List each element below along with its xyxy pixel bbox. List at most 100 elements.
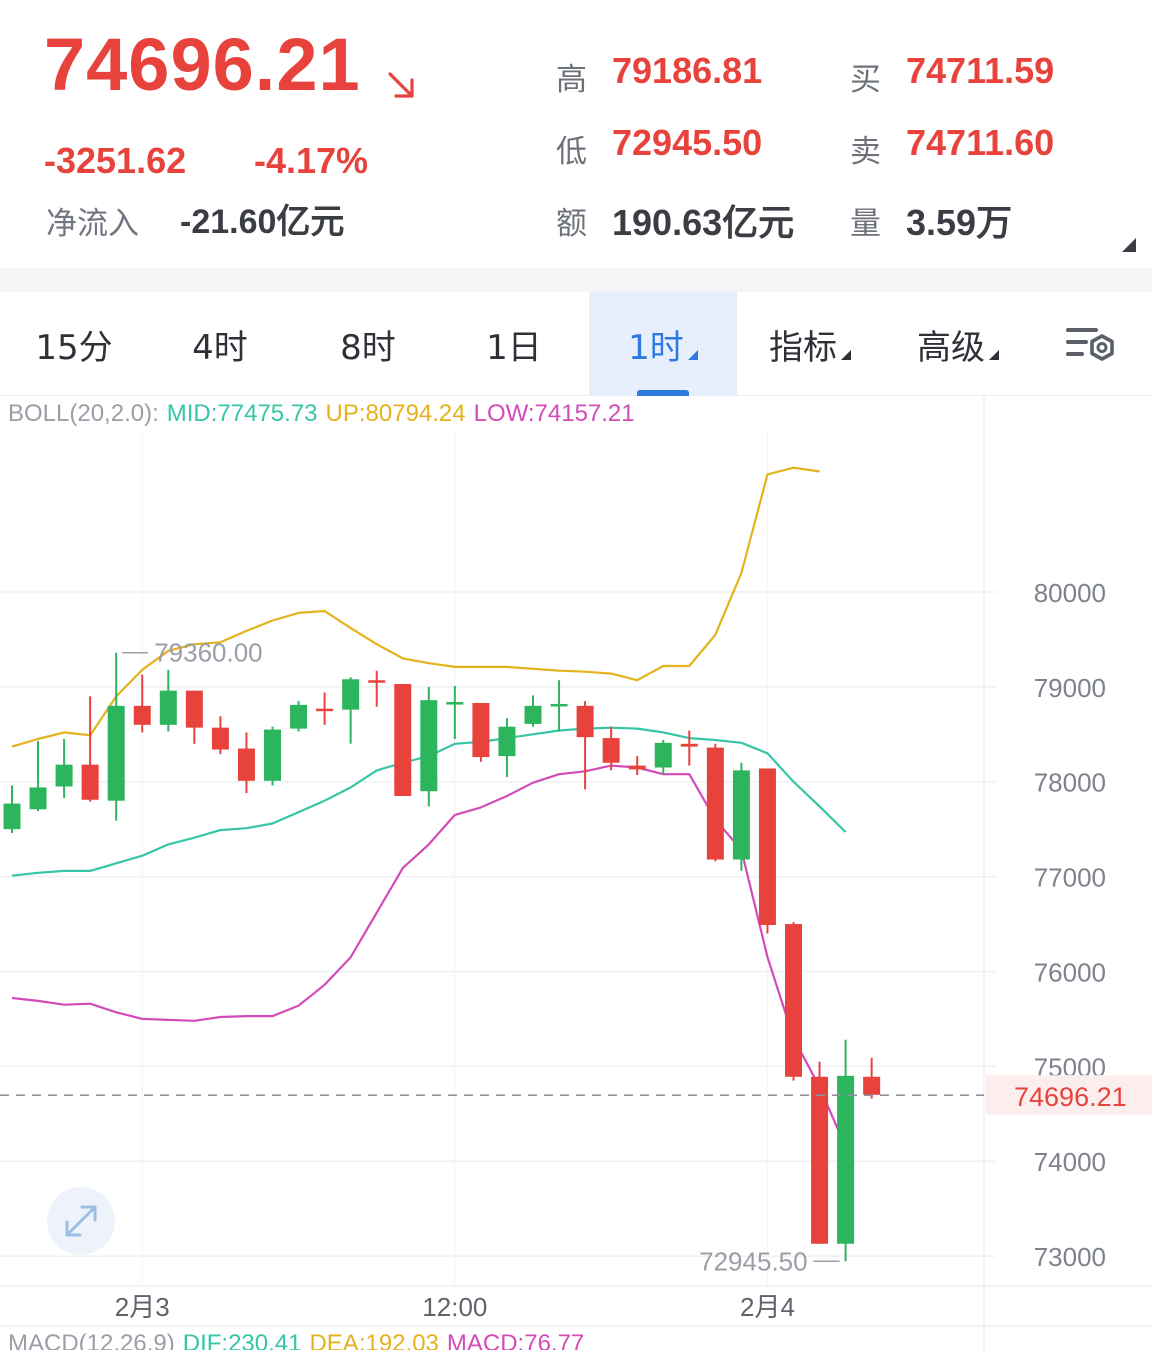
active-tab-indicator [637,390,689,396]
tab-2[interactable]: 8时 [294,292,442,396]
candle [837,1039,855,1262]
y-tick-label: 78000 [1034,768,1106,798]
candle [3,785,21,833]
tab-label: 8时 [340,327,396,368]
candle [420,686,438,807]
net-inflow-value: -21.60亿元 [180,203,345,241]
candle [524,695,542,727]
current-price: 74696.21 [44,23,361,106]
tab-0[interactable]: 15分 [0,292,148,396]
candlestick-chart[interactable]: 8000079000780007700076000750007400073000… [0,396,1152,1350]
macd-dea: DEA:192.03 [309,1330,439,1350]
tab-3[interactable]: 1日 [440,292,588,396]
last-price-tag [986,1075,1152,1116]
boll-low: LOW:74157.21 [473,400,635,427]
candle [863,1057,881,1099]
candle [732,762,750,871]
candle-body [211,727,229,750]
expand-icon[interactable] [46,1186,116,1256]
candle-body [550,703,568,707]
candle-body [524,705,542,724]
min-price-label: 72945.50 [699,1246,807,1276]
dropdown-corner-icon [989,350,999,360]
candle [290,701,308,732]
tab-1[interactable]: 4时 [146,292,294,396]
max-price-label: 79360.00 [154,638,262,668]
last-price-label: 74696.21 [1014,1082,1127,1112]
candle [628,756,646,776]
candle-body [498,726,516,757]
y-tick-label: 80000 [1034,578,1106,608]
candle [264,726,281,786]
candle [55,739,73,798]
boll-up: UP:80794.24 [325,400,466,427]
candle-body [758,768,776,925]
x-tick-label: 2月3 [115,1292,170,1322]
boll-up-line [11,466,820,748]
candle-body [264,729,281,781]
tab-label: 1日 [486,327,542,368]
candle [446,685,464,740]
y-tick-label: 74000 [1034,1147,1106,1177]
candle-body [602,738,620,763]
candle [394,684,412,796]
macd-dif: DIF:230.41 [182,1330,302,1350]
boll-mid: MID:77475.73 [166,400,318,427]
interval-tabs: 15分 4时 8时 1日 1时 指标 高级 [0,292,1152,396]
candle-body [55,764,73,787]
candle [133,674,151,733]
buy-label: 买 [850,62,881,98]
candle [498,718,516,777]
candle-body [811,1076,829,1244]
candle [81,696,99,802]
macd-legend: MACD(12,26,9) DIF:230.41 DEA:192.03 MACD:76… [8,1330,592,1350]
dropdown-corner-icon [841,350,851,360]
candle [368,670,386,707]
candle [237,732,255,794]
buy-value: 74711.59 [906,50,1055,91]
tab-label: 1时 [628,327,684,368]
amount-value: 190.63亿元 [612,202,795,243]
candle [472,702,490,762]
candle [576,701,594,790]
volume-value: 3.59万 [906,202,1013,243]
candle [785,922,802,1081]
boll-legend: BOLL(20,2.0): MID:77475.73 UP:80794.24 LOW:… [8,400,643,428]
boll-low-line [11,764,847,1148]
x-tick-label: 2月4 [740,1292,795,1322]
tab-label: 指标 [769,327,837,368]
candle [550,680,568,732]
boll-title: BOLL(20,2.0): [8,400,159,427]
candle-body [368,680,386,683]
price-change: -3251.62 [44,140,187,181]
sell-value: 74711.60 [906,122,1055,163]
candle [680,730,698,766]
candle-body [290,704,308,729]
price-change-percent: -4.17% [254,140,369,181]
tab-4[interactable]: 1时 [589,292,737,396]
candle-body [185,690,203,728]
candle-body [628,765,646,770]
candle-body [420,700,438,792]
y-tick-label: 76000 [1034,957,1106,987]
candle [316,692,334,725]
amount-label: 额 [556,206,587,242]
macd-value: MACD:76.77 [446,1330,585,1350]
candle-body [732,770,750,860]
candle-body [837,1075,855,1244]
candle-body [316,708,334,712]
chart-settings-icon[interactable] [1062,322,1118,370]
quote-header: 74696.21 -3251.62 -4.17% 净流入 -21.60亿元 高 … [0,0,1152,268]
candle [29,740,47,812]
tab-label: 15分 [35,327,113,368]
tab-6[interactable]: 高级 [884,292,1032,396]
expand-quote-icon[interactable] [1122,238,1136,252]
candle-body [3,803,21,830]
candle-body [576,705,594,738]
tab-5[interactable]: 指标 [736,292,884,396]
candle-body [159,690,177,725]
candle-body [237,748,255,781]
candle [654,739,672,775]
candle [185,690,203,744]
low-value: 72945.50 [612,122,763,163]
